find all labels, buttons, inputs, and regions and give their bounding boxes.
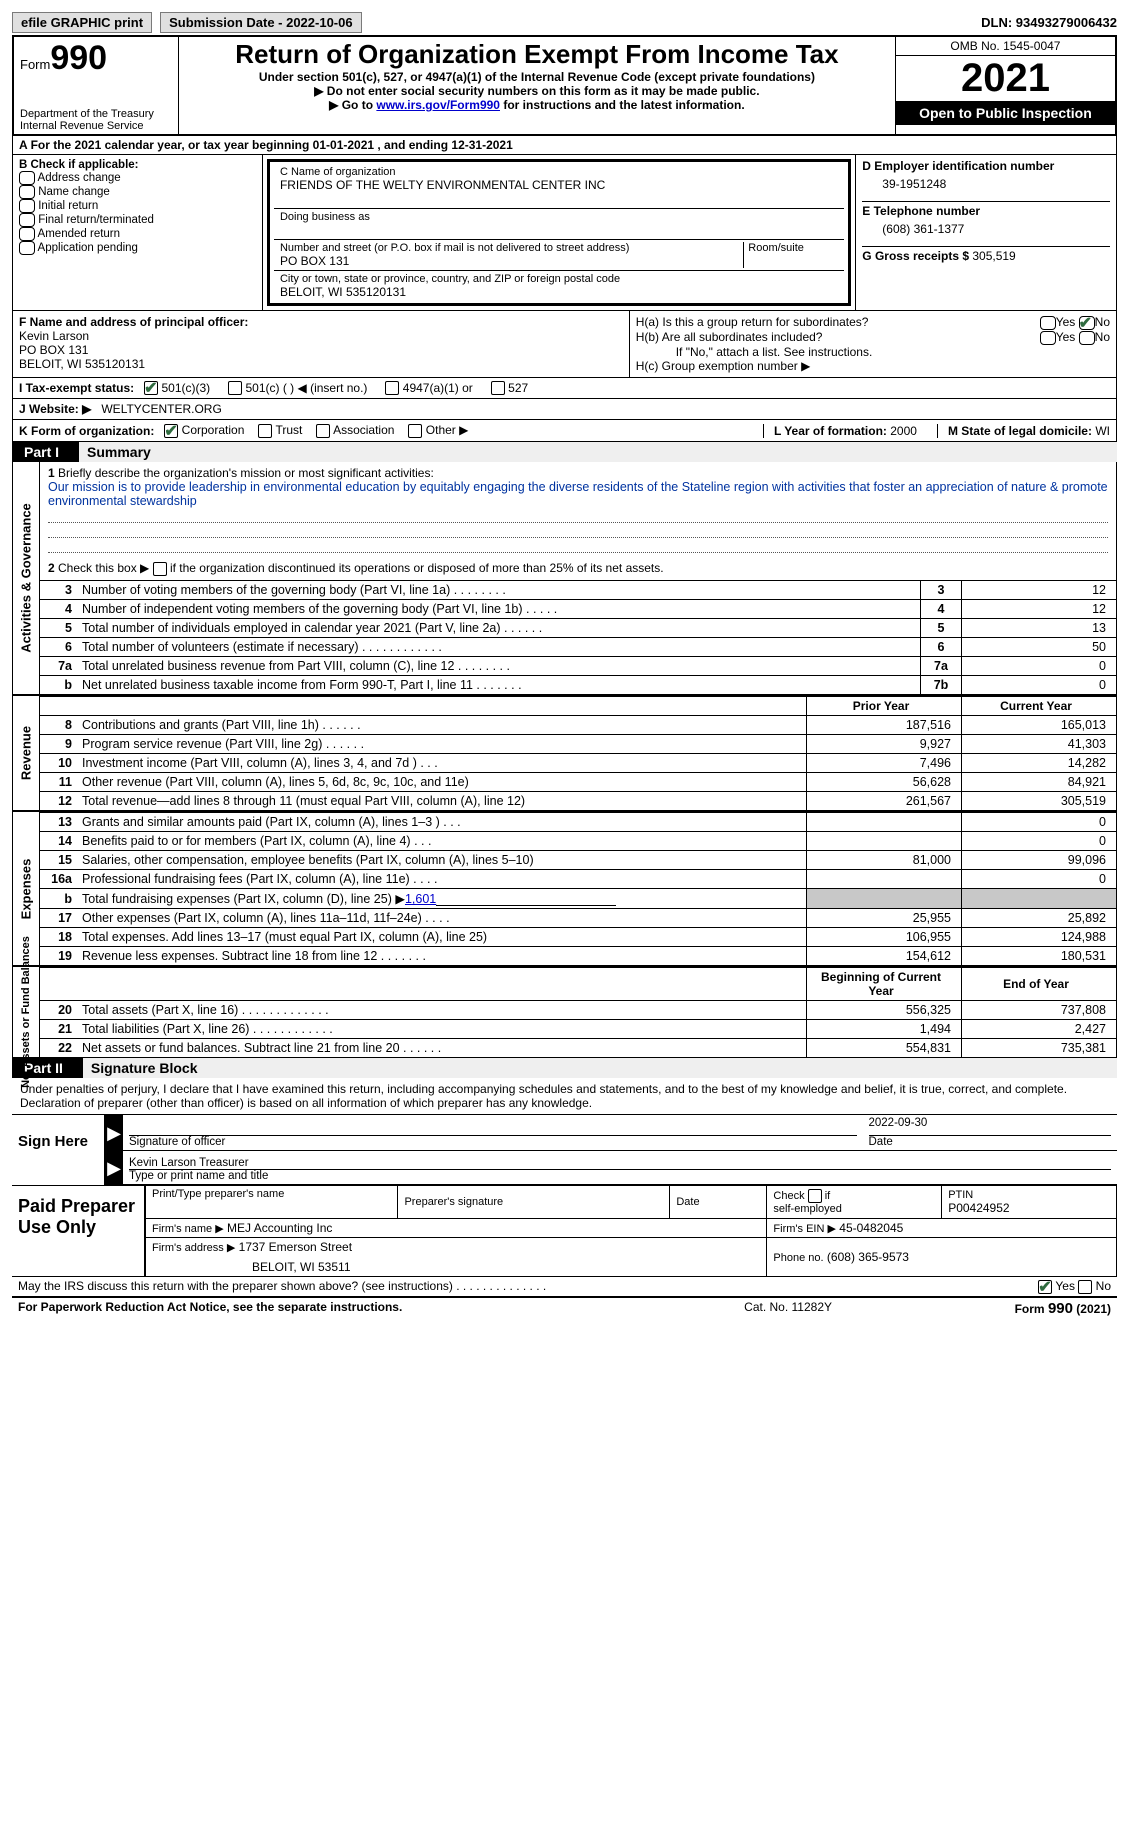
declaration: Under penalties of perjury, I declare th… [12, 1078, 1117, 1114]
checkbox[interactable] [1079, 316, 1095, 330]
line-j: J Website: ▶ WELTYCENTER.ORG [13, 398, 1116, 419]
arrow-icon: ▶ [105, 1151, 123, 1184]
checkbox[interactable] [19, 199, 35, 213]
section-a-to-m: A For the 2021 calendar year, or tax yea… [12, 136, 1117, 442]
checkbox[interactable] [19, 241, 35, 255]
instruction-2: ▶ Go to www.irs.gov/Form990 for instruct… [185, 98, 889, 112]
part2-header: Part II Signature Block [12, 1058, 1117, 1078]
checkbox[interactable] [316, 424, 330, 438]
efile-button[interactable]: efile GRAPHIC print [12, 12, 152, 33]
form-number: Form990 [20, 39, 172, 78]
dln-label: DLN: 93493279006432 [981, 15, 1117, 30]
box-d-e-g: D Employer identification number 39-1951… [856, 155, 1116, 310]
instruction-1: ▶ Do not enter social security numbers o… [185, 84, 889, 98]
checkbox[interactable] [19, 171, 35, 185]
box-f: F Name and address of principal officer:… [13, 311, 630, 377]
checkbox[interactable] [408, 424, 422, 438]
checkbox[interactable] [491, 381, 505, 395]
checkbox[interactable] [1038, 1280, 1052, 1294]
form-subtitle: Under section 501(c), 527, or 4947(a)(1)… [185, 70, 889, 84]
box-c: C Name of organization FRIENDS OF THE WE… [263, 155, 856, 310]
checkbox[interactable] [19, 213, 35, 227]
checkbox[interactable] [1040, 316, 1056, 330]
checkbox[interactable] [1079, 331, 1095, 345]
checkbox[interactable] [228, 381, 242, 395]
dept-label: Department of the Treasury [20, 108, 172, 120]
submission-button[interactable]: Submission Date - 2022-10-06 [160, 12, 362, 33]
checkbox[interactable] [144, 381, 158, 395]
box-b: B Check if applicable: Address change Na… [13, 155, 263, 310]
irs-label: Internal Revenue Service [20, 120, 172, 132]
footer: For Paperwork Reduction Act Notice, see … [12, 1296, 1117, 1319]
checkbox[interactable] [19, 227, 35, 241]
paid-preparer-block: Paid Preparer Use Only Print/Type prepar… [12, 1185, 1117, 1276]
omb-label: OMB No. 1545-0047 [896, 37, 1115, 56]
part1-summary: Activities & Governance 1 Briefly descri… [12, 462, 1117, 1058]
line-a: A For the 2021 calendar year, or tax yea… [13, 136, 1116, 155]
arrow-icon: ▶ [105, 1115, 123, 1150]
irs-link[interactable]: www.irs.gov/Form990 [376, 98, 500, 112]
line-1: 1 Briefly describe the organization's mi… [40, 462, 1116, 557]
checkbox[interactable] [164, 424, 178, 438]
checkbox[interactable] [19, 185, 35, 199]
checkbox[interactable] [808, 1189, 822, 1203]
checkbox[interactable] [1078, 1280, 1092, 1294]
open-inspection: Open to Public Inspection [896, 101, 1115, 125]
form-header: Form990 Department of the Treasury Inter… [12, 35, 1117, 136]
line-k-l-m: K Form of organization: Corporation Trus… [13, 419, 1116, 441]
line-i: I Tax-exempt status: 501(c)(3) 501(c) ( … [13, 377, 1116, 399]
form-title: Return of Organization Exempt From Incom… [185, 39, 889, 70]
top-bar: efile GRAPHIC print Submission Date - 20… [12, 12, 1117, 33]
checkbox[interactable] [258, 424, 272, 438]
sign-here-block: Sign Here ▶ Signature of officer 2022-09… [12, 1114, 1117, 1185]
discuss-row: May the IRS discuss this return with the… [12, 1276, 1117, 1296]
tax-year: 2021 [896, 56, 1115, 101]
checkbox[interactable] [1040, 331, 1056, 345]
line-2: 2 Check this box ▶ if the organization d… [40, 557, 1116, 580]
box-h: H(a) Is this a group return for subordin… [630, 311, 1116, 377]
checkbox[interactable] [153, 562, 167, 576]
part1-header: Part I Summary [12, 442, 1117, 462]
checkbox[interactable] [385, 381, 399, 395]
